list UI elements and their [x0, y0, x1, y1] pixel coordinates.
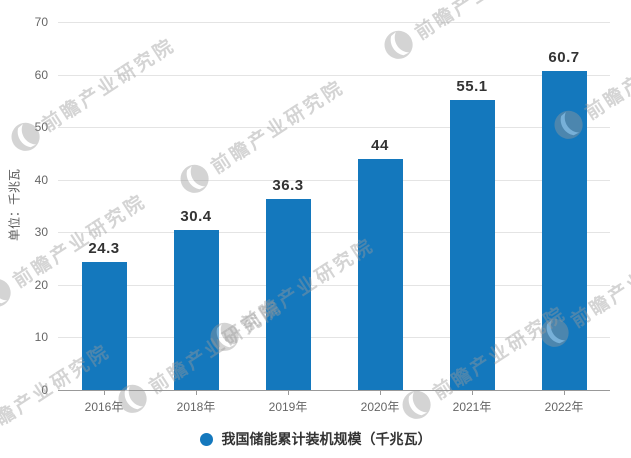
bar-value-label-2020年: 44: [371, 136, 389, 154]
y-tick-label-30: 30: [34, 225, 48, 240]
bar-2020年[interactable]: [357, 158, 403, 390]
bar-2021年[interactable]: [449, 100, 495, 390]
legend-label: 我国储能累计装机规模（千兆瓦）: [221, 431, 432, 447]
y-tick-label-70: 70: [34, 15, 48, 29]
bar-value-label-2016年: 24.3: [88, 240, 120, 258]
legend-dot-icon: [199, 432, 213, 446]
x-tick-label-2021年: 2021年: [452, 400, 492, 414]
x-tick-mark: [380, 390, 381, 395]
x-tick-mark: [564, 390, 565, 395]
x-tick-label-2020年: 2020年: [360, 400, 400, 414]
gridline: [58, 232, 610, 234]
bar-value-label-2022年: 60.7: [548, 48, 580, 66]
y-tick-label-50: 50: [34, 120, 48, 135]
x-tick-label-2022年: 2022年: [544, 400, 584, 414]
y-tick-label-10: 10: [34, 330, 48, 345]
bar-2019年[interactable]: [265, 199, 311, 390]
bar-value-label-2021年: 55.1: [456, 78, 488, 96]
bar-2016年[interactable]: [81, 262, 127, 390]
gridline: [58, 284, 610, 286]
y-tick-label-20: 20: [34, 277, 48, 292]
legend[interactable]: 我国储能累计装机规模（千兆瓦）: [0, 429, 631, 449]
gridline: [58, 22, 610, 23]
x-tick-mark: [196, 390, 197, 395]
y-tick-label-60: 60: [34, 67, 48, 82]
x-tick-label-2016年: 2016年: [84, 400, 124, 414]
bar-value-label-2018年: 30.4: [180, 208, 212, 226]
gridline: [58, 179, 610, 181]
x-tick-mark: [472, 390, 473, 395]
x-tick-mark: [104, 390, 105, 395]
x-tick-label-2018年: 2018年: [176, 400, 216, 414]
x-tick-mark: [288, 390, 289, 395]
gridline: [58, 127, 610, 129]
bar-value-label-2019年: 36.3: [272, 177, 304, 195]
bar-2022年[interactable]: [541, 70, 587, 390]
y-tick-label-40: 40: [34, 172, 48, 187]
gridline: [58, 74, 610, 76]
bar-2018年[interactable]: [173, 230, 219, 390]
gridline: [58, 337, 610, 339]
x-axis-line: [58, 390, 610, 391]
plot-area: 24.3 30.4 36.3 44 55.1 60.7: [58, 22, 610, 391]
y-tick-label-0: 0: [41, 383, 48, 397]
x-tick-label-2019年: 2019年: [268, 400, 308, 414]
